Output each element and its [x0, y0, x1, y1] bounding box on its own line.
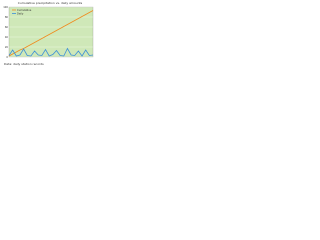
y-tick-label: 20	[5, 45, 9, 49]
legend-label: Daily	[17, 12, 24, 16]
y-tick-label: 0	[6, 55, 8, 59]
series-line	[8, 10, 94, 57]
chart: Cumulative precipitation vs. daily amoun…	[0, 0, 100, 69]
y-tick-label: 40	[5, 35, 9, 39]
footnote: Data: daily station records	[4, 62, 44, 66]
chart-title: Cumulative precipitation vs. daily amoun…	[18, 1, 83, 5]
page: {"chart_data": {"type": "line", "title":…	[0, 0, 100, 69]
legend-label: Cumulative	[17, 8, 32, 12]
y-tick-label: 80	[5, 15, 9, 19]
y-tick-label: 60	[5, 25, 9, 29]
series-line	[8, 47, 94, 57]
y-tick-label: 100	[3, 5, 8, 9]
